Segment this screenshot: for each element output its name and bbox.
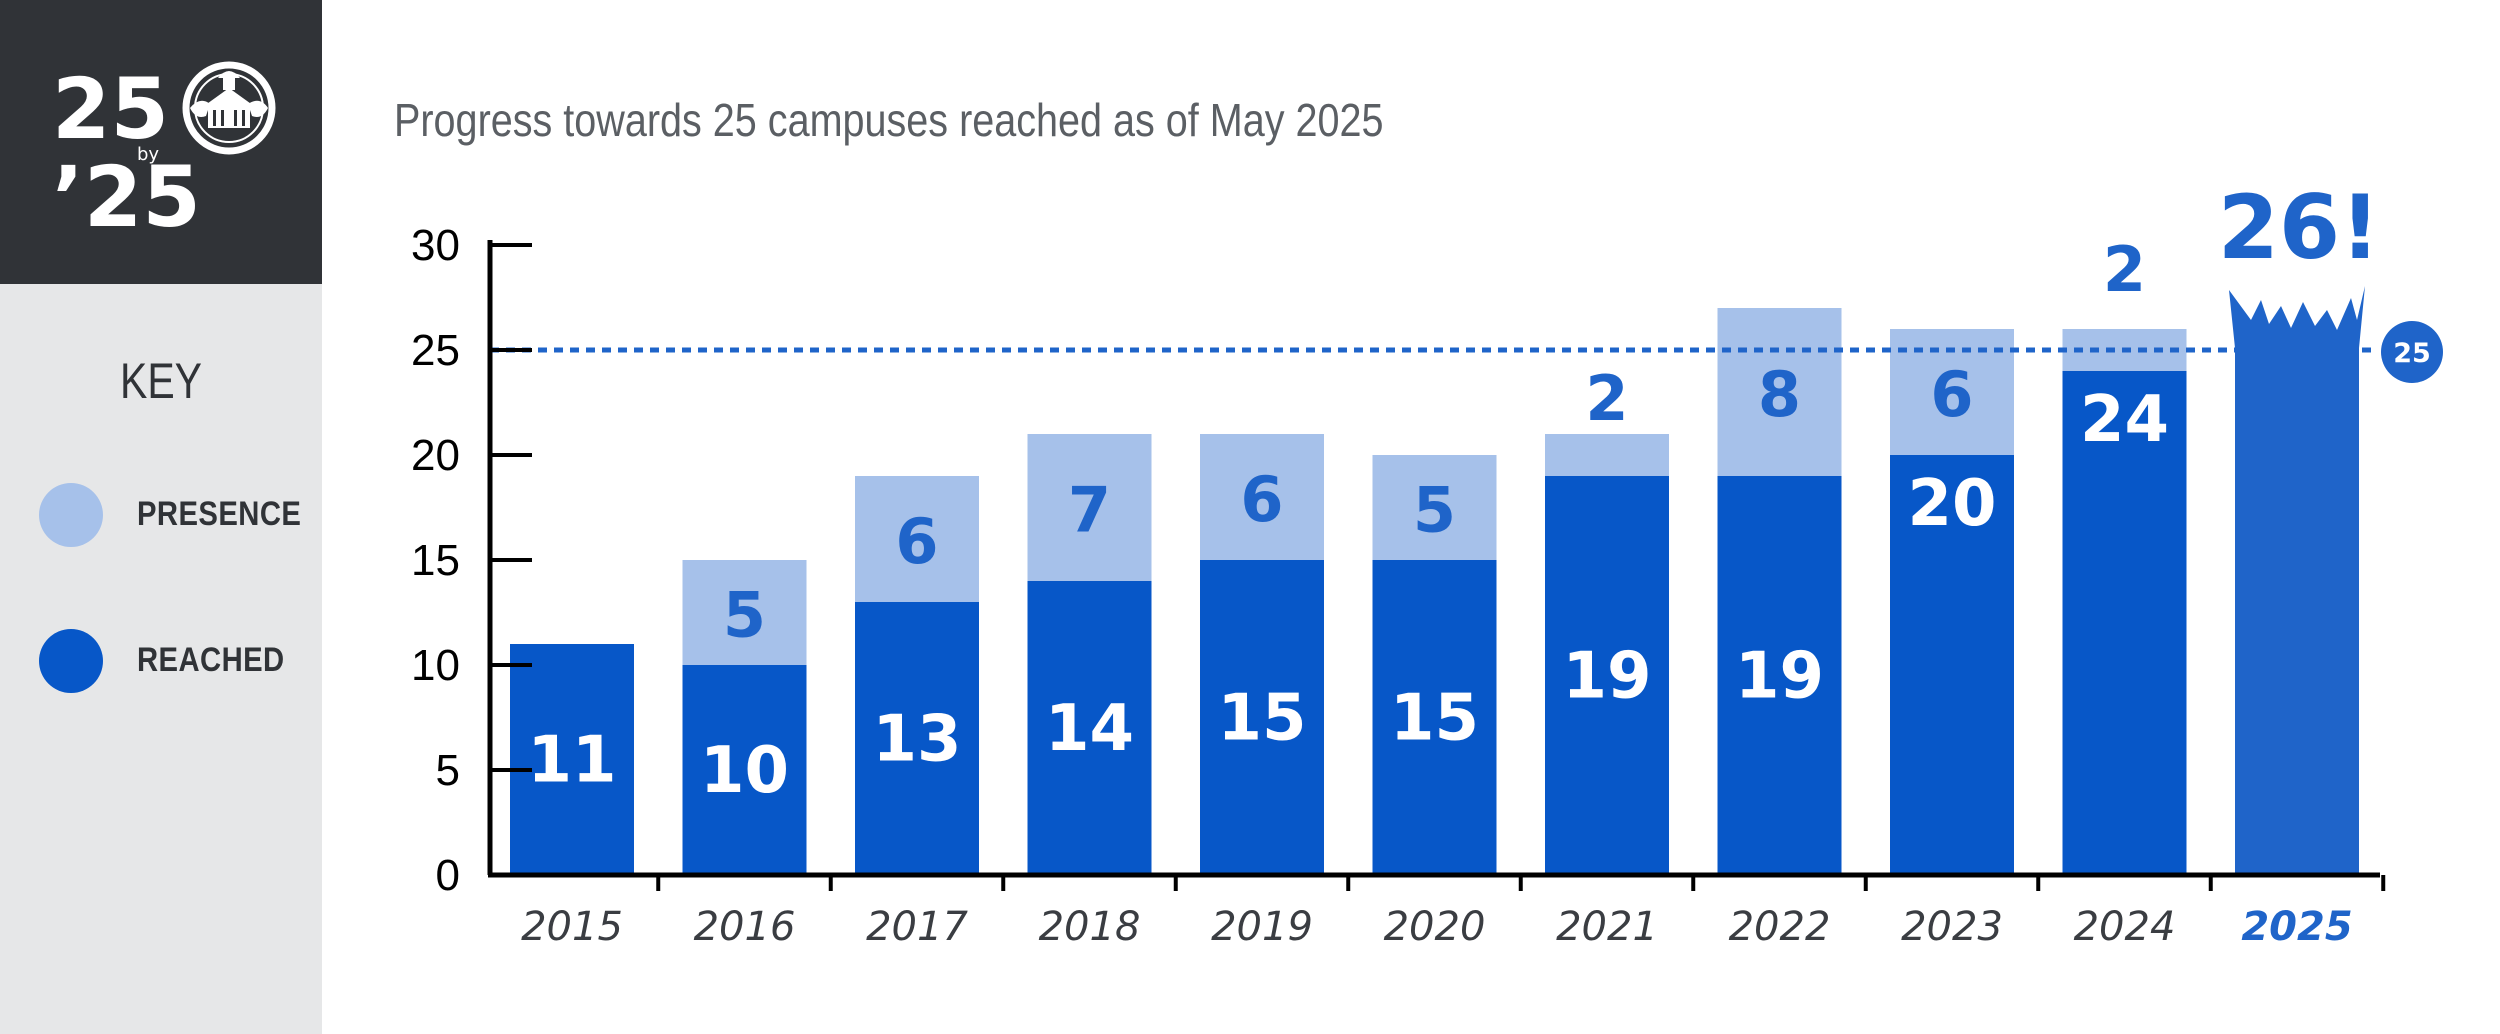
presence-bar-2017 <box>855 476 979 602</box>
category-label-2025: 2025 <box>2241 904 2352 950</box>
y-tick-label-15: 15 <box>411 536 460 585</box>
y-tick-label-5: 5 <box>436 746 460 795</box>
reached-bar-2024 <box>2062 371 2187 875</box>
target-badge <box>2381 321 2443 383</box>
presence-label: PRESENCE <box>137 495 302 533</box>
y-tick-label-0: 0 <box>436 851 460 900</box>
category-label-2020: 2020 <box>1384 904 1486 950</box>
reached-bar-2019 <box>1200 560 1324 875</box>
presence-value-label-2023: 6 <box>1930 358 1973 431</box>
presence-bar-2016 <box>682 560 807 665</box>
reached-bar-2023 <box>1890 455 2014 875</box>
reached-bar-2021 <box>1545 476 1669 875</box>
reached-bar-2015 <box>510 644 634 875</box>
category-label-2017: 2017 <box>866 904 968 950</box>
presence-value-label-2017: 6 <box>895 505 938 578</box>
presence-swatch <box>39 483 103 547</box>
presence-value-label-2020: 5 <box>1413 474 1456 547</box>
highlight-label: 26! <box>2218 176 2381 279</box>
reached-value-label-2021: 19 <box>1562 640 1651 714</box>
logo-line2: ’25 <box>52 148 201 246</box>
presence-bar-2018 <box>1027 434 1152 581</box>
presence-value-label-2021: 2 <box>1585 362 1628 435</box>
target-badge-label: 25 <box>2393 338 2431 369</box>
presence-value-label-2019: 6 <box>1240 463 1283 536</box>
category-label-2016: 2016 <box>694 904 796 950</box>
reached-value-label-2018: 14 <box>1045 692 1134 766</box>
reached-value-label-2019: 15 <box>1217 682 1306 756</box>
logo-graphic: 25 by ’25 <box>52 60 276 246</box>
reached-bar-2022 <box>1717 476 1842 875</box>
category-label-2023: 2023 <box>1901 904 2003 950</box>
chart-title: Progress towards 25 campuses reached as … <box>394 94 1384 146</box>
category-label-2019: 2019 <box>1211 904 1313 950</box>
category-label-2018: 2018 <box>1039 904 1141 950</box>
reached-value-label-2017: 13 <box>872 703 961 777</box>
presence-value-label-2024: 2 <box>2103 233 2146 306</box>
globe-seal-icon <box>182 61 276 155</box>
category-label-2022: 2022 <box>1729 904 1831 950</box>
presence-bar-2019 <box>1200 434 1324 560</box>
reached-value-label-2020: 15 <box>1390 682 1479 756</box>
reached-value-label-2016: 10 <box>700 734 789 808</box>
category-label-2015: 2015 <box>521 904 623 950</box>
sidebar-key-panel: 25 by ’25 KEY PRESENCE REACHED <box>0 0 322 1034</box>
reached-value-label-2015: 11 <box>527 724 616 798</box>
reached-label: REACHED <box>137 641 285 679</box>
reached-value-label-2023: 20 <box>1907 467 1996 541</box>
logo-by: by <box>137 144 159 165</box>
presence-value-label-2016: 5 <box>723 579 766 652</box>
reached-value-label-2024: 24 <box>2080 383 2169 457</box>
reached-bar-2016 <box>682 665 807 875</box>
reached-swatch <box>39 629 103 693</box>
reached-bar-2018 <box>1027 581 1152 875</box>
presence-value-label-2018: 7 <box>1068 474 1111 547</box>
reached-value-label-2022: 19 <box>1735 640 1824 714</box>
logo-line1: 25 <box>52 60 169 158</box>
category-label-2024: 2024 <box>2074 904 2176 950</box>
category-label-2021: 2021 <box>1556 904 1658 950</box>
presence-value-label-2022: 8 <box>1758 358 1801 431</box>
logo-250-by-25: 25 by ’25 <box>0 0 322 284</box>
presence-bar-2020 <box>1372 455 1497 560</box>
presence-bar-2022 <box>1717 308 1842 476</box>
presence-bar-2021 <box>1545 434 1669 476</box>
key-title: KEY <box>119 353 203 409</box>
reached-bar-2020 <box>1372 560 1497 875</box>
reached-bar-2017 <box>855 602 979 875</box>
y-tick-label-25: 25 <box>411 326 460 375</box>
y-tick-label-20: 20 <box>411 431 460 480</box>
y-tick-label-30: 30 <box>411 221 460 270</box>
reached-bar-2025 <box>2229 286 2365 875</box>
y-tick-label-10: 10 <box>411 641 460 690</box>
